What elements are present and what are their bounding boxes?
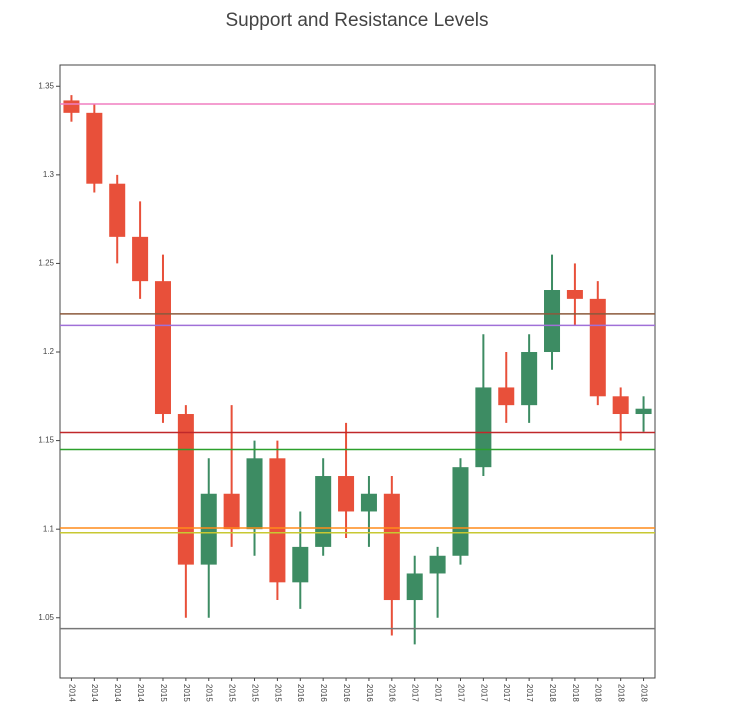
x-tick-label: 2018	[548, 684, 557, 702]
x-tick-label: 2016	[342, 684, 351, 702]
candle-body	[177, 414, 194, 565]
candle-body	[63, 100, 80, 113]
x-tick-label: 2017	[411, 684, 420, 702]
chart-title: Support and Resistance Levels	[226, 10, 489, 31]
x-tick-label: 2017	[479, 684, 488, 702]
candle-body	[109, 183, 126, 237]
candle-body	[360, 493, 377, 512]
candle-body	[521, 352, 538, 406]
x-tick-label: 2015	[205, 684, 214, 702]
candle-body	[154, 281, 171, 415]
candle-body	[292, 546, 309, 583]
x-tick-label: 2014	[113, 684, 122, 702]
x-tick-label: 2014	[90, 684, 99, 702]
candle-body	[383, 493, 400, 601]
candle-body	[246, 458, 263, 530]
candle-body	[452, 467, 469, 556]
x-tick-label: 2017	[502, 684, 511, 702]
y-tick-label: 1.3	[43, 170, 55, 179]
y-tick-label: 1.2	[43, 347, 55, 356]
candle-body	[635, 408, 652, 415]
plot-frame	[59, 64, 656, 679]
candle-body	[315, 476, 332, 547]
x-tick-label: 2015	[182, 684, 191, 702]
x-tick-label: 2017	[433, 684, 442, 702]
candle-body	[544, 290, 561, 353]
x-tick-label: 2015	[273, 684, 282, 702]
candle-body	[406, 573, 423, 601]
candle-body	[269, 458, 286, 583]
x-tick-label: 2018	[571, 684, 580, 702]
y-tick-label: 1.1	[43, 524, 55, 533]
x-tick-label: 2015	[228, 684, 237, 702]
candle-body	[338, 476, 355, 512]
candle-body	[200, 493, 217, 565]
x-tick-label: 2016	[388, 684, 397, 702]
x-tick-label: 2015	[159, 684, 168, 702]
x-tick-label: 2016	[319, 684, 328, 702]
x-tick-label: 2014	[67, 684, 76, 702]
x-tick-label: 2018	[639, 684, 648, 702]
x-tick-label: 2016	[365, 684, 374, 702]
x-tick-label: 2017	[456, 684, 465, 702]
candle-body	[498, 387, 515, 406]
candle-body	[589, 298, 606, 397]
candle-body	[86, 112, 103, 184]
candle-body	[566, 290, 583, 299]
y-tick-label: 1.15	[38, 436, 54, 445]
y-tick-label: 1.25	[38, 259, 54, 268]
y-tick-label: 1.05	[38, 613, 54, 622]
y-tick-label: 1.35	[38, 81, 54, 90]
x-tick-label: 2014	[136, 684, 145, 702]
candle-body	[223, 493, 240, 530]
x-tick-label: 2015	[250, 684, 259, 702]
candle-body	[612, 396, 629, 415]
x-tick-label: 2016	[296, 684, 305, 702]
candle-body	[132, 236, 149, 282]
x-tick-label: 2017	[525, 684, 534, 702]
x-tick-label: 2018	[594, 684, 603, 702]
candle-body	[475, 387, 492, 468]
x-tick-label: 2018	[617, 684, 626, 702]
candle-body	[429, 555, 446, 574]
